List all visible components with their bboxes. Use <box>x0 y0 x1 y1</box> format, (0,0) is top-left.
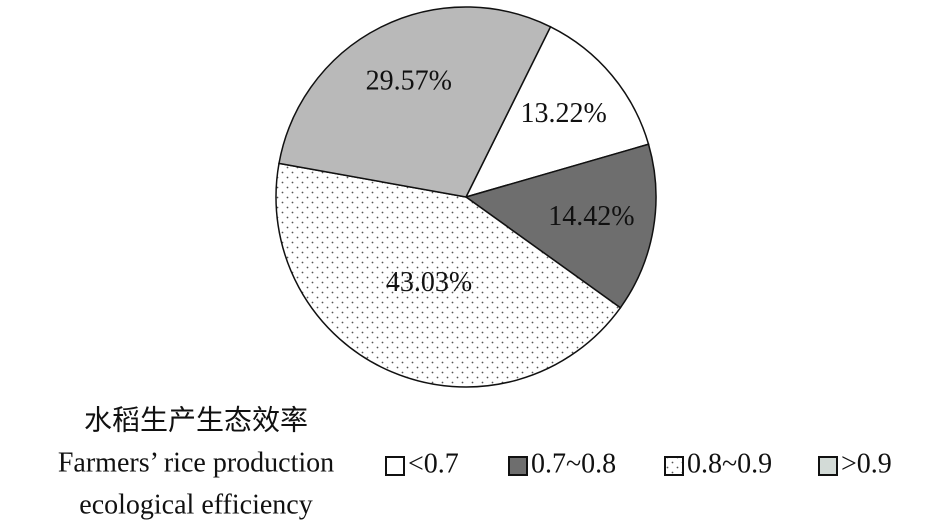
legend-title: 水稻生产生态效率 <box>84 404 308 436</box>
legend-title: ecological efficiency <box>79 489 312 520</box>
slice-label: 13.22% <box>521 98 607 129</box>
slice-label: 29.57% <box>366 66 452 97</box>
legend-label: >0.9 <box>841 448 892 479</box>
legend-item: <0.7 <box>385 448 459 479</box>
legend-item: 0.8~0.9 <box>664 448 772 479</box>
legend-label: 0.8~0.9 <box>687 448 772 479</box>
legend-swatch <box>664 456 684 476</box>
legend-swatch <box>385 456 405 476</box>
legend-label: <0.7 <box>408 448 459 479</box>
pie-slice <box>464 25 650 199</box>
slice-label: 43.03% <box>386 267 472 298</box>
pie-slice <box>275 162 622 388</box>
slice-label: 14.42% <box>548 201 634 232</box>
pie-slice <box>464 143 657 309</box>
legend-title: Farmers’ rice production <box>58 447 334 478</box>
legend-item: >0.9 <box>818 448 892 479</box>
legend-swatch <box>818 456 838 476</box>
legend-item: 0.7~0.8 <box>508 448 616 479</box>
legend-swatch <box>508 456 528 476</box>
legend-label: 0.7~0.8 <box>531 448 616 479</box>
pie-slice <box>278 6 552 198</box>
